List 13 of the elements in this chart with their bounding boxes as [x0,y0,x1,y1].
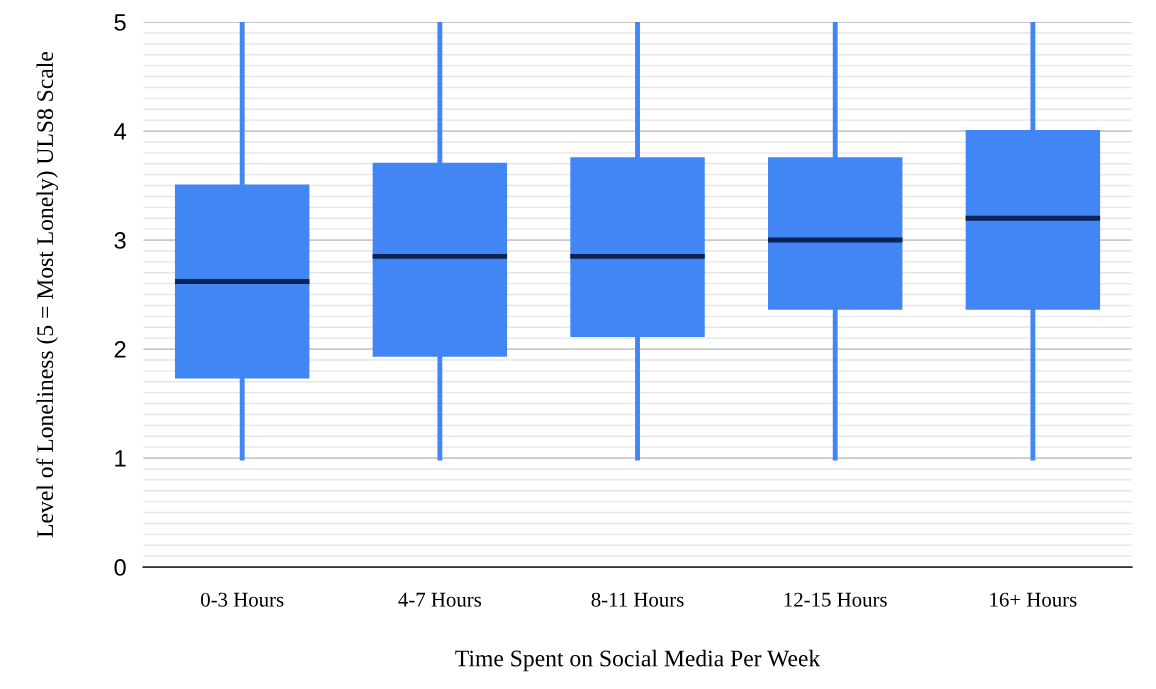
y-tick-label: 2 [114,341,126,358]
y-tick-label: 5 [114,14,126,31]
y-tick-label: 3 [114,232,126,249]
y-axis-title: Level of Loneliness (5 = Most Lonely) ULS8 Scale [36,51,58,538]
y-tick-label: 0 [114,559,126,576]
x-tick-label: 12-15 Hours [784,592,887,607]
x-tick-label: 8-11 Hours [591,592,684,607]
x-tick-label: 4-7 Hours [398,592,482,607]
x-tick-label: 16+ Hours [990,592,1077,607]
x-tick-label: 0-3 Hours [201,592,284,607]
y-tick-label: 4 [114,123,126,140]
x-axis-title: Time Spent on Social Media Per Week [455,649,821,672]
y-tick-label: 1 [115,450,126,467]
